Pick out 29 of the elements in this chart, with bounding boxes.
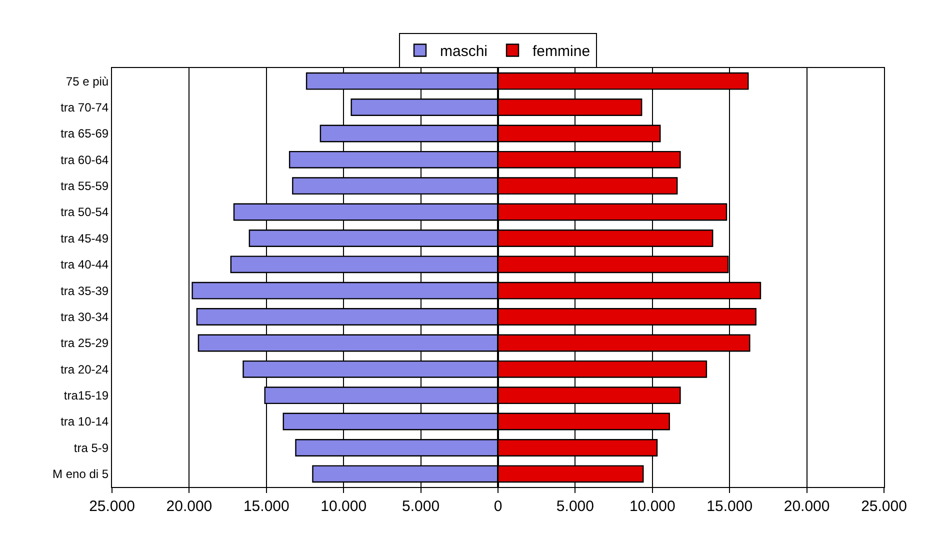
y-tick-label: tra 35-39 [60,284,109,298]
x-tick-label: 10.000 [320,498,367,515]
x-tick-label: 5.000 [402,498,440,515]
x-tick-label: 20.000 [784,498,830,515]
y-tick-label: tra 25-29 [60,336,109,350]
y-tick-label: tra 60-64 [60,152,109,167]
x-tick-label: 15.000 [706,498,753,515]
x-tick-label: 5.000 [556,498,594,515]
y-tick-label: tra 70-74 [60,100,109,114]
y-tick-label: tra 30-34 [60,310,109,324]
y-tick-label: 75 e più [66,74,109,88]
x-tick-label: 0 [494,498,502,515]
y-tick-label: tra 40-44 [60,258,109,272]
y-tick-label: tra 45-49 [60,231,109,246]
y-tick-label: tra15-19 [64,388,109,403]
y-tick-label: tra 20-24 [60,362,109,376]
y-tick-label: tra 65-69 [60,126,109,141]
y-tick-label: tra 5-9 [74,440,109,455]
x-tick-label: 10.000 [629,498,676,515]
y-tick-label: tra 55-59 [60,179,109,194]
x-tick-label: 20.000 [166,498,212,515]
y-tick-label: M eno di 5 [52,467,109,482]
x-tick-label: 15.000 [243,498,290,515]
x-tick-label: 25.000 [89,498,135,515]
legend-label: femmine [532,43,590,60]
y-tick-label: tra 50-54 [60,205,109,220]
y-tick-label: tra 10-14 [60,414,109,429]
legend-label: maschi [440,43,488,60]
x-tick-label: 25.000 [861,498,907,515]
